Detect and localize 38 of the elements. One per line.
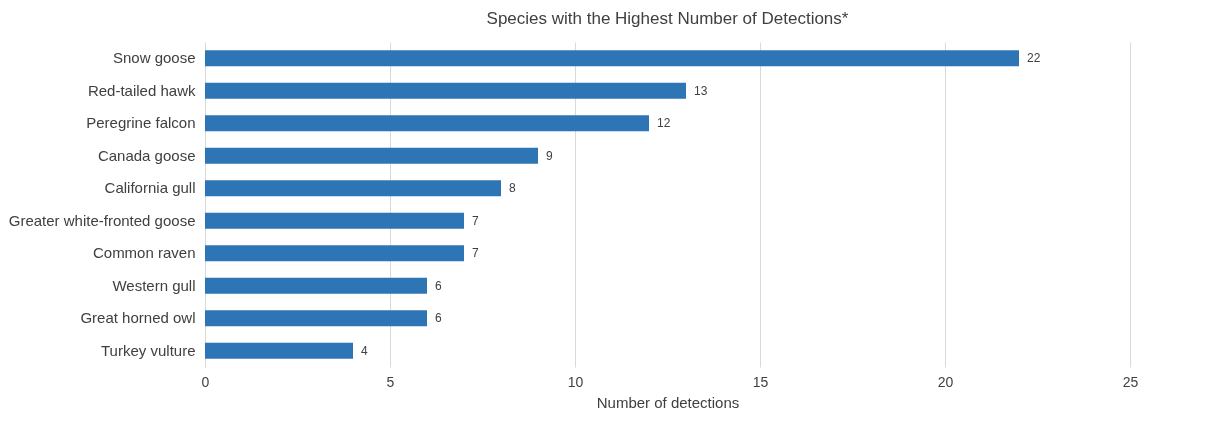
bar bbox=[205, 50, 1019, 67]
y-tick-label: Red-tailed hawk bbox=[87, 81, 196, 99]
data-label: 4 bbox=[361, 343, 368, 358]
y-tick-label: Western gull bbox=[112, 276, 196, 294]
bar bbox=[205, 245, 464, 262]
bar bbox=[205, 82, 686, 99]
y-tick-label: Canada goose bbox=[97, 146, 196, 164]
data-label: 13 bbox=[694, 83, 708, 98]
x-tick-label: 15 bbox=[752, 373, 769, 390]
bar bbox=[205, 115, 649, 132]
y-tick-label: California gull bbox=[104, 179, 196, 197]
x-tick-label: 0 bbox=[201, 373, 210, 390]
bar bbox=[205, 212, 464, 229]
x-tick-label: 10 bbox=[567, 373, 584, 390]
data-label: 6 bbox=[435, 278, 442, 293]
data-label: 7 bbox=[472, 213, 479, 228]
bar bbox=[205, 310, 427, 327]
y-tick-label: Turkey vulture bbox=[101, 341, 196, 359]
bar bbox=[205, 147, 538, 164]
data-label: 6 bbox=[435, 311, 442, 326]
chart-title: Species with the Highest Number of Detections* bbox=[486, 9, 849, 28]
x-tick-label: 20 bbox=[937, 373, 954, 390]
data-label: 7 bbox=[472, 246, 479, 261]
x-tick-label: 25 bbox=[1122, 373, 1139, 390]
data-label: 8 bbox=[509, 181, 516, 196]
bar bbox=[205, 342, 353, 359]
y-tick-label: Greater white-fronted goose bbox=[8, 211, 196, 229]
bar bbox=[205, 277, 427, 294]
data-label: 12 bbox=[657, 116, 671, 131]
y-tick-label: Common raven bbox=[92, 244, 196, 262]
data-label: 9 bbox=[546, 148, 553, 163]
y-tick-label: Peregrine falcon bbox=[86, 114, 196, 132]
x-axis-title: Number of detections bbox=[596, 393, 740, 411]
data-label: 22 bbox=[1027, 51, 1041, 66]
x-tick-label: 5 bbox=[386, 373, 395, 390]
y-tick-label: Snow goose bbox=[112, 49, 196, 67]
y-tick-label: Great horned owl bbox=[80, 309, 196, 327]
bar bbox=[205, 180, 501, 197]
